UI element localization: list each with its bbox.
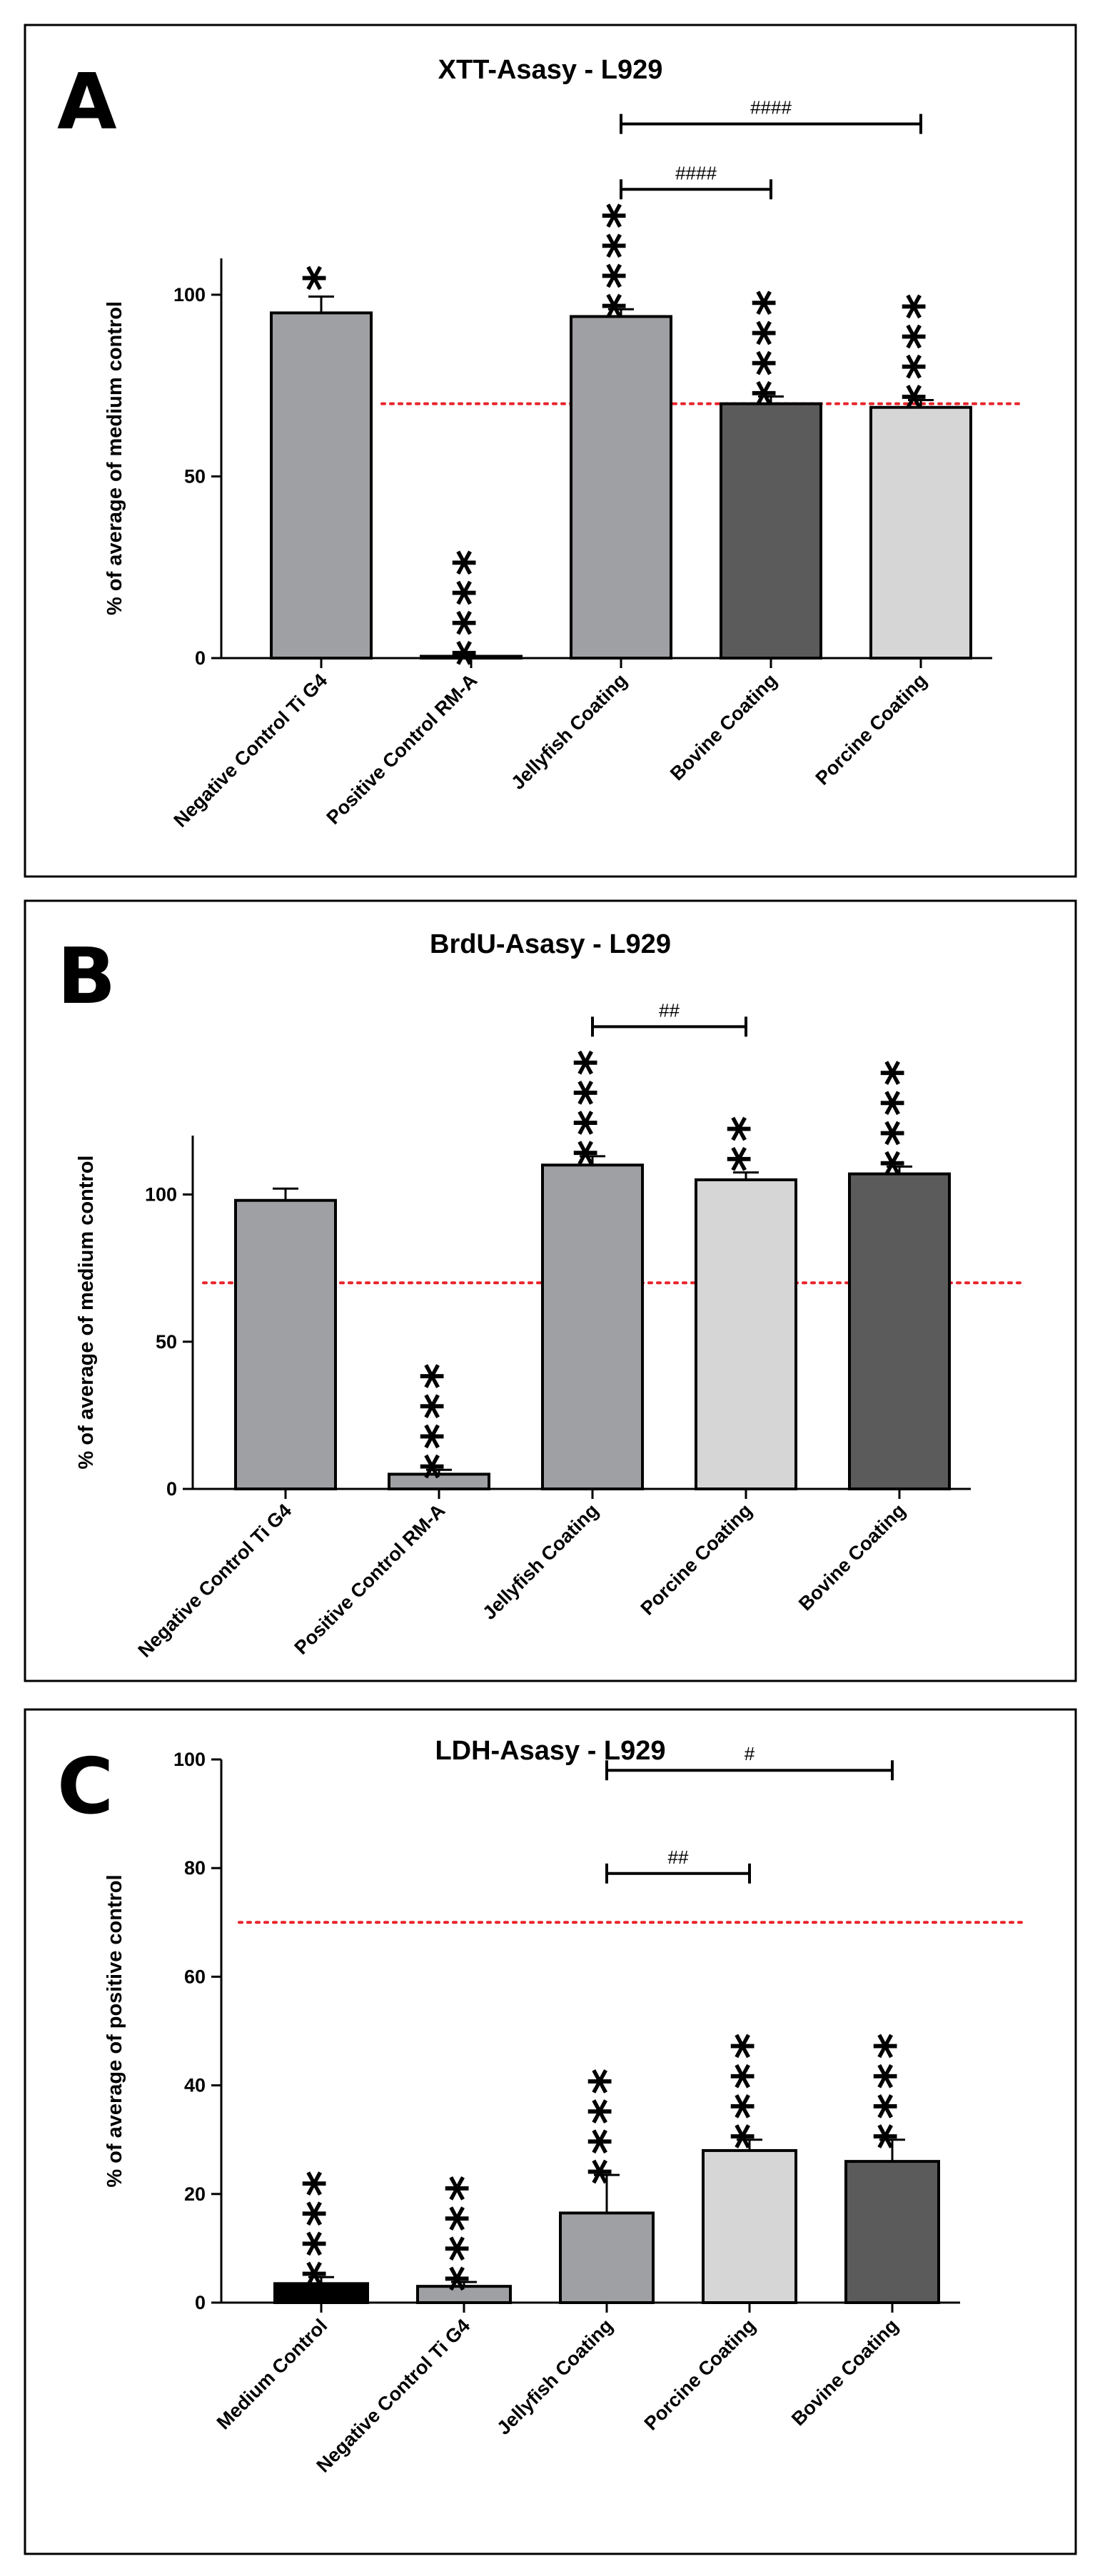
- significance-marker: ****: [743, 288, 802, 408]
- panel-frame: [24, 1708, 1077, 2555]
- bracket-label: ####: [750, 97, 792, 118]
- panel-letter: B: [57, 932, 116, 1021]
- significance-marker: ****: [579, 2066, 637, 2187]
- comparison-bracket: ####: [620, 162, 772, 200]
- significance-marker: **: [718, 1113, 777, 1173]
- significance-text: ****: [293, 2168, 352, 2289]
- y-tick-label: 20: [184, 2183, 206, 2205]
- x-tick-label: Medium Control: [213, 2315, 332, 2434]
- x-tick-label: Negative Control Ti G4: [313, 2315, 475, 2477]
- panel-frame: [24, 24, 1077, 878]
- significance-marker: ****: [293, 2168, 352, 2289]
- significance-text: ****: [593, 201, 652, 321]
- significance-marker: ****: [722, 2031, 780, 2151]
- y-tick-label: 100: [145, 1184, 177, 1206]
- x-tick-label: Porcine Coating: [812, 670, 932, 789]
- significance-marker: ****: [864, 2031, 923, 2151]
- significance-marker: *: [293, 263, 352, 293]
- y-tick-label: 0: [195, 647, 206, 669]
- significance-text: ****: [743, 288, 802, 408]
- comparison-bracket: ##: [591, 999, 747, 1037]
- chart-title: BrdU-Asasy - L929: [430, 929, 671, 959]
- y-tick-label: 50: [156, 1331, 177, 1353]
- significance-text: ****: [436, 2173, 495, 2294]
- significance-marker: ****: [565, 1048, 623, 1168]
- y-tick-label: 60: [184, 1966, 206, 1987]
- bar-jellyfish-coating: [570, 315, 672, 660]
- y-tick-label: 50: [184, 465, 206, 487]
- panel-b: B BrdU-Asasy - L929 % of average of medium…: [24, 899, 1077, 1682]
- significance-text: *: [293, 263, 352, 293]
- bar-negative-control-ti-g4: [234, 1198, 337, 1490]
- chart-title: LDH-Asasy - L929: [435, 1736, 665, 1766]
- bracket-label: ####: [675, 162, 717, 183]
- x-tick-label: Jellyfish Coating: [478, 1500, 602, 1624]
- y-axis-label: % of average of medium control: [75, 1156, 98, 1470]
- y-tick-label: 100: [173, 1749, 206, 1770]
- significance-marker: ****: [893, 291, 952, 412]
- significance-text: **: [718, 1113, 777, 1173]
- significance-text: ****: [579, 2066, 637, 2187]
- y-tick-label: 100: [173, 284, 206, 305]
- bar-porcine-coating: [695, 1178, 797, 1490]
- y-tick-label: 0: [195, 2292, 206, 2313]
- bar-jellyfish-coating: [559, 2211, 655, 2305]
- panel-letter: C: [57, 1742, 113, 1832]
- significance-marker: ****: [443, 547, 502, 668]
- panel-c: C LDH-Asasy - L929 % of average of positiv…: [24, 1708, 1077, 2555]
- panel-a: A XTT-Asasy - L929 % of average of medium …: [24, 24, 1077, 878]
- bar-negative-control-ti-g4: [270, 311, 373, 660]
- panel-frame: [24, 899, 1077, 1682]
- bar-bovine-coating: [844, 2160, 940, 2304]
- significance-text: ****: [872, 1058, 930, 1178]
- y-tick-label: 0: [166, 1478, 177, 1500]
- x-tick-label: Bovine Coating: [794, 1500, 909, 1615]
- bar-porcine-coating: [869, 405, 972, 660]
- significance-text: ****: [864, 2031, 923, 2151]
- comparison-bracket: ##: [605, 1847, 751, 1884]
- comparison-bracket: ####: [620, 97, 922, 134]
- y-tick-label: 80: [184, 1857, 206, 1879]
- significance-marker: ****: [411, 1361, 470, 1482]
- bar-jellyfish-coating: [541, 1163, 644, 1490]
- significance-text: ****: [565, 1048, 623, 1168]
- y-axis-label: % of average of positive control: [104, 1874, 126, 2187]
- y-tick-label: 40: [184, 2075, 206, 2096]
- significance-marker: ****: [436, 2173, 495, 2294]
- significance-marker: ****: [593, 201, 652, 321]
- significance-text: ****: [411, 1361, 470, 1482]
- comparison-bracket: #: [605, 1743, 894, 1781]
- bar-porcine-coating: [702, 2148, 797, 2304]
- y-axis-label: % of average of medium control: [104, 301, 126, 615]
- significance-text: ****: [443, 547, 502, 668]
- x-tick-label: Negative Control Ti G4: [134, 1500, 296, 1662]
- x-tick-label: Jellyfish Coating: [507, 670, 631, 794]
- x-tick-label: Positive Control RM-A: [290, 1500, 449, 1659]
- significance-marker: ****: [872, 1058, 930, 1178]
- x-tick-label: Porcine Coating: [640, 2315, 760, 2435]
- x-tick-label: Bovine Coating: [666, 670, 781, 784]
- x-tick-label: Negative Control Ti G4: [170, 670, 332, 832]
- bar-bovine-coating: [720, 402, 822, 660]
- bracket-label: ##: [668, 1847, 689, 1868]
- significance-text: ****: [722, 2031, 780, 2151]
- significance-text: ****: [893, 291, 952, 412]
- chart-title: XTT-Asasy - L929: [438, 55, 663, 85]
- bar-medium-control: [273, 2282, 369, 2304]
- bracket-label: ##: [659, 999, 680, 1021]
- x-tick-label: Porcine Coating: [637, 1500, 757, 1620]
- panel-letter: A: [57, 58, 117, 147]
- bracket-label: #: [745, 1743, 755, 1764]
- x-tick-label: Positive Control RM-A: [322, 670, 481, 829]
- x-tick-label: Jellyfish Coating: [493, 2315, 617, 2439]
- x-tick-label: Bovine Coating: [787, 2315, 902, 2430]
- bar-bovine-coating: [848, 1172, 951, 1490]
